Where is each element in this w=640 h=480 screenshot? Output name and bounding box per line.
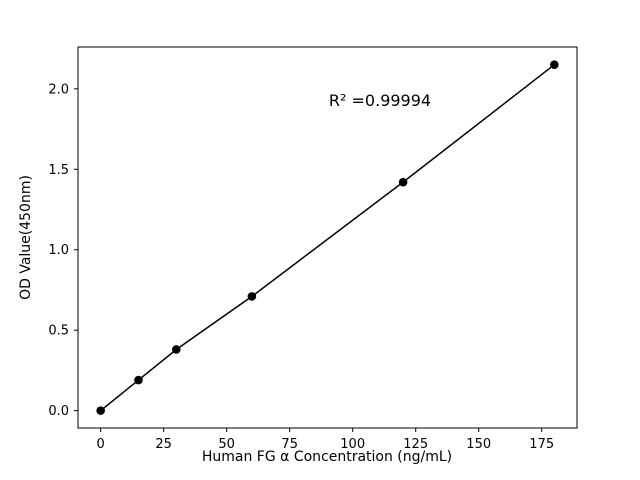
x-axis-label: Human FG α Concentration (ng/mL) bbox=[202, 449, 452, 465]
plot-area: 0 25 50 75 100 125 150 175 0.0 0.5 1.0 1.5 2.0 bbox=[48, 46, 578, 452]
x-tick-label: 0 bbox=[97, 437, 105, 452]
y-tick-label: 1.0 bbox=[48, 243, 69, 258]
data-point-marker bbox=[550, 60, 559, 69]
x-tick-label: 150 bbox=[466, 437, 491, 452]
data-point-marker bbox=[398, 177, 408, 187]
data-point-marker bbox=[134, 375, 143, 385]
data-point-marker bbox=[247, 292, 257, 301]
y-tick-label: 1.5 bbox=[48, 163, 69, 178]
fit-line bbox=[100, 64, 555, 412]
y-tick-label: 0.0 bbox=[48, 404, 69, 419]
x-tick-label: 50 bbox=[218, 437, 235, 452]
x-tick-label: 125 bbox=[403, 437, 428, 452]
x-tick-label: 100 bbox=[340, 437, 365, 452]
x-tick-label: 75 bbox=[281, 437, 298, 452]
r-squared-annotation: R² =0.99994 bbox=[329, 91, 431, 110]
y-axis-label: OD Value(450nm) bbox=[18, 175, 34, 300]
data-point-marker bbox=[96, 406, 105, 415]
plot-border bbox=[77, 46, 578, 429]
x-tick-label: 175 bbox=[529, 437, 554, 452]
y-tick-label: 2.0 bbox=[48, 82, 69, 97]
x-tick-label: 25 bbox=[155, 437, 172, 452]
data-point-marker bbox=[171, 345, 181, 354]
y-tick-label: 0.5 bbox=[48, 324, 69, 339]
